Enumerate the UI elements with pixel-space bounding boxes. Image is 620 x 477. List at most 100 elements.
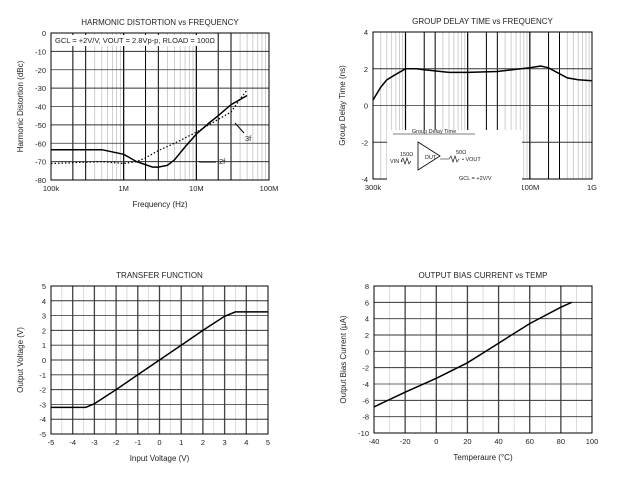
- x-tick-label: -2: [113, 438, 120, 447]
- inset-span-label: Group Delay Time: [412, 129, 456, 135]
- y-tick-label: -1: [39, 371, 46, 380]
- y-tick-label: -4: [362, 380, 369, 389]
- chart-3: 5 4 3 2 1 0 -1 -2 -3 -4 -5-5 -4 -3 -2 -1 0 1 2 3 4 5 TRANSFER…: [16, 271, 270, 463]
- x-tick-label: 0: [434, 437, 438, 446]
- annotation-bg: [53, 35, 213, 46]
- y-tick-label: -4: [39, 415, 46, 424]
- y-tick-label: -8: [362, 413, 369, 422]
- y-tick-label: -10: [35, 47, 46, 56]
- x-tick-label: 1: [179, 438, 183, 447]
- series-line-3f: [50, 89, 248, 165]
- condition-annotation: GCL = +2V/V, VOUT = 2.8Vp-p, RLOAD = 100…: [55, 36, 215, 45]
- x-tick-label: -3: [91, 438, 98, 447]
- x-tick-label: -40: [369, 437, 380, 446]
- x-tick-label: 0: [157, 438, 161, 447]
- y-tick-label: 8: [365, 282, 369, 291]
- resistor-icon: [440, 155, 460, 163]
- y-tick-label: -70: [35, 158, 46, 167]
- y-tick-label: -10: [358, 429, 369, 438]
- resistor-icon: [400, 157, 412, 165]
- y-tick-label: -2: [39, 386, 46, 395]
- inset-bg: [387, 130, 522, 210]
- x-axis-label: Temperaure (°C): [453, 453, 513, 462]
- x-tick-label: 300k: [365, 183, 382, 192]
- y-tick-label: -80: [35, 176, 46, 185]
- y-axis-label: Output Bias Current (µA): [339, 315, 348, 404]
- y-tick-label: 4: [364, 28, 368, 37]
- y-tick-label: -2: [361, 138, 368, 147]
- y-axis-label: Output Voltage (V): [16, 327, 25, 393]
- x-tick-label: -20: [400, 437, 411, 446]
- y-tick-label: -5: [39, 430, 46, 439]
- x-tick-label: 5: [266, 438, 270, 447]
- x-tick-label: 40: [494, 437, 502, 446]
- chart-title: GROUP DELAY TIME vs FREQUENCY: [412, 17, 553, 26]
- y-tick-label: 6: [365, 298, 369, 307]
- x-tick-label: 3: [223, 438, 227, 447]
- x-tick-label: 20: [463, 437, 471, 446]
- y-tick-label: 0: [42, 356, 46, 365]
- y-tick-label: 3: [42, 312, 46, 321]
- x-tick-label: 100k: [43, 184, 60, 193]
- amplifier-icon: [417, 141, 441, 171]
- y-tick-label: 4: [365, 315, 369, 324]
- y-axis-label: Harmonic Distortion (dBc): [16, 60, 25, 152]
- x-tick-label: -4: [69, 438, 76, 447]
- y-tick-label: -40: [35, 103, 46, 112]
- y-tick-label: 0: [365, 347, 369, 356]
- series-label-3f: 3f: [245, 134, 252, 143]
- x-tick-label: 100M: [520, 183, 539, 192]
- inset-r-out: 50Ω: [456, 150, 466, 156]
- x-axis-label: Frequency (Hz): [132, 200, 187, 209]
- x-tick-label: 1M: [118, 184, 128, 193]
- y-tick-label: 2: [364, 65, 368, 74]
- series-label-2f: 2f: [219, 157, 226, 166]
- y-tick-label: -60: [35, 139, 46, 148]
- series-line-Ibias: [373, 301, 573, 408]
- y-tick-label: 2: [42, 326, 46, 335]
- x-tick-label: 4: [244, 438, 248, 447]
- leader-line-3f: [234, 122, 245, 134]
- y-tick-label: -2: [362, 364, 369, 373]
- y-tick-label: 0: [364, 102, 368, 111]
- y-tick-label: -50: [35, 121, 46, 130]
- x-tick-label: 1G: [587, 183, 597, 192]
- series-line-2f: [51, 94, 248, 168]
- inset-dut: DUT: [425, 155, 437, 161]
- x-tick-label: -5: [48, 438, 55, 447]
- y-tick-label: -20: [35, 66, 46, 75]
- chart-title: TRANSFER FUNCTION: [116, 271, 203, 280]
- inset-r-in: 150Ω: [400, 152, 413, 158]
- inset-gain: GCL = +2V/V: [459, 176, 492, 182]
- x-tick-label: 100: [586, 437, 599, 446]
- series-line-Vout: [51, 311, 268, 409]
- y-axis-label: Group Delay Time (ns): [338, 65, 347, 146]
- chart-2: 420-2-4300k1M10M100M1GGROUP DELAY TIME v…: [338, 17, 597, 210]
- x-tick-label: 2: [201, 438, 205, 447]
- plot-frame: [373, 285, 593, 434]
- y-tick-label: 1: [42, 341, 46, 350]
- x-axis-label: Input Voltage (V): [130, 454, 190, 463]
- inset-vin: VIN •: [390, 159, 403, 165]
- series-line-delay: [372, 65, 593, 101]
- x-tick-label: -1: [134, 438, 141, 447]
- inset-vout: • VOUT: [462, 157, 481, 163]
- y-tick-label: 5: [42, 282, 46, 291]
- y-tick-label: -4: [361, 175, 368, 184]
- chart-title: HARMONIC DISTORTION vs FREQUENCY: [81, 18, 239, 27]
- x-tick-label: 100M: [260, 184, 279, 193]
- y-tick-label: 4: [42, 297, 46, 306]
- y-tick-label: -30: [35, 84, 46, 93]
- plot-frame: [50, 285, 269, 435]
- x-tick-label: 10M: [189, 184, 204, 193]
- x-tick-label: 60: [526, 437, 534, 446]
- y-tick-label: 2: [365, 331, 369, 340]
- chart-title: OUTPUT BIAS CURRENT vs TEMP: [419, 271, 548, 280]
- y-tick-label: -3: [39, 400, 46, 409]
- x-tick-label: 80: [557, 437, 565, 446]
- plot-frame: [50, 32, 270, 181]
- y-tick-label: 0: [42, 29, 46, 38]
